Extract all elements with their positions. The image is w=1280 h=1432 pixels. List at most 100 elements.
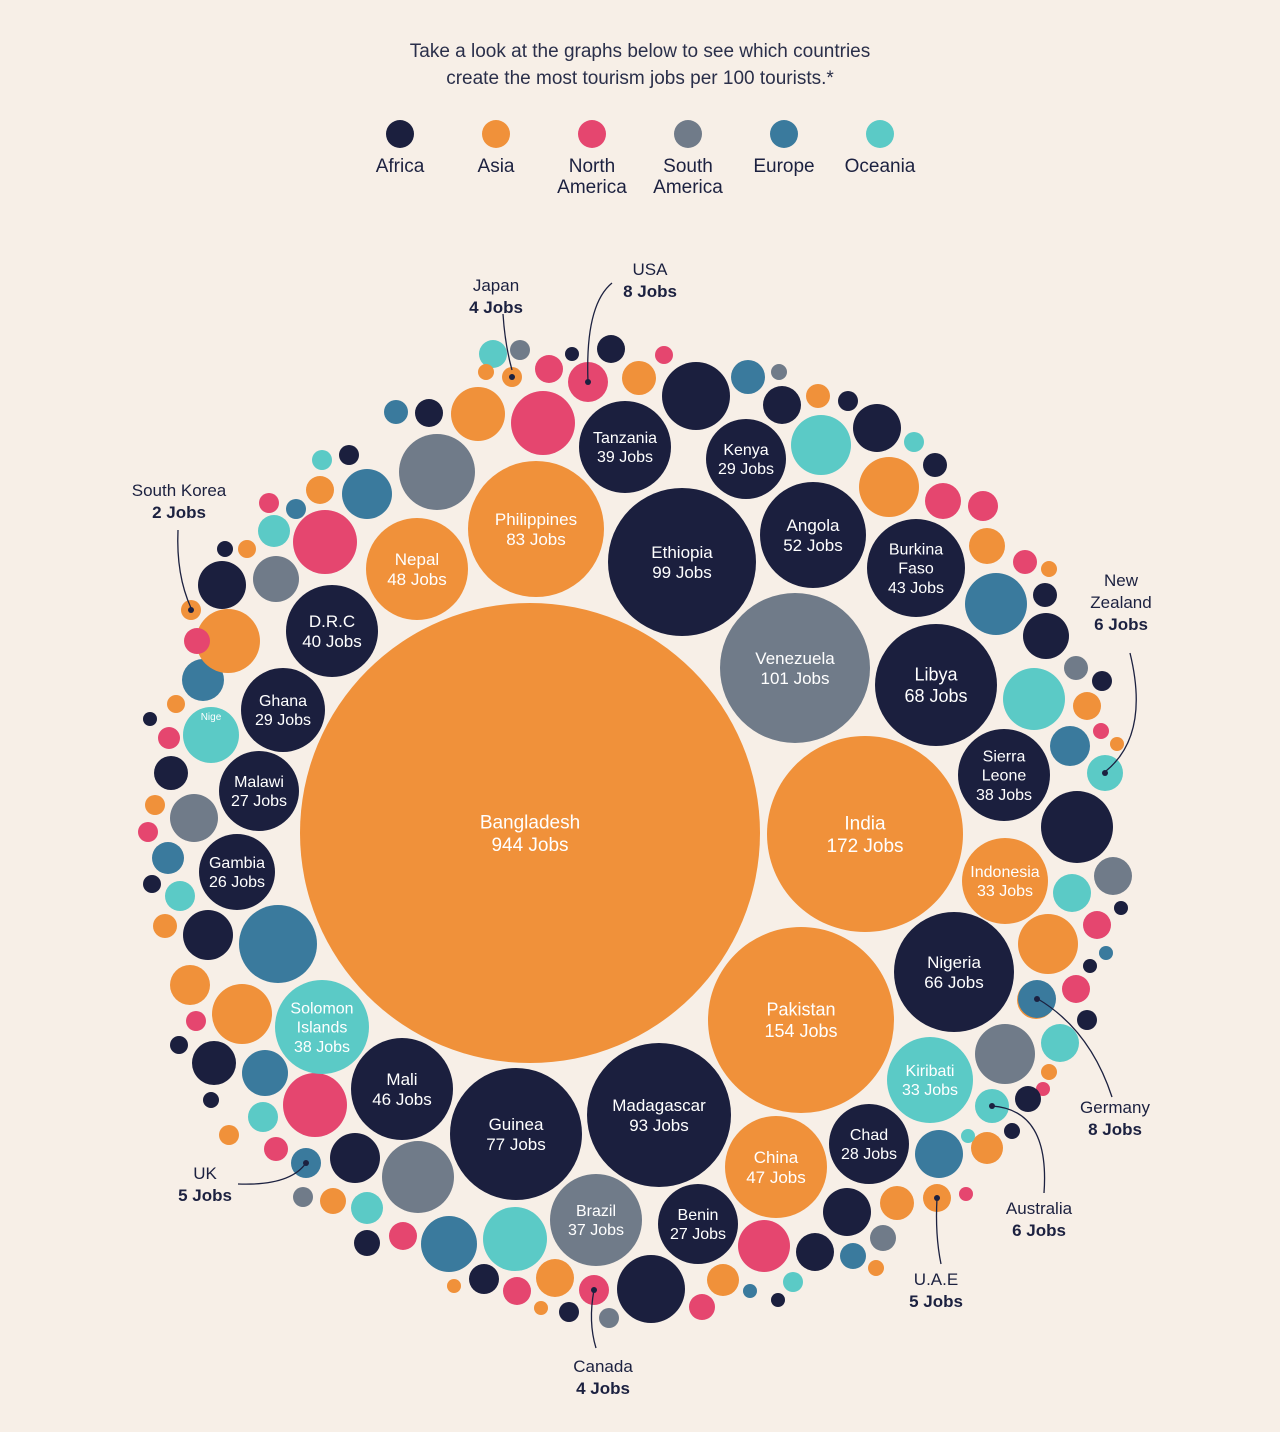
bubble-unlabeled-oceania <box>791 415 851 475</box>
bubble-jobs-pakistan: 154 Jobs <box>764 1021 837 1041</box>
callout-jobs-japan: 4 Jobs <box>469 298 523 317</box>
callout-jobs-u-a-e: 5 Jobs <box>909 1292 963 1311</box>
bubble-country-india: India <box>844 813 886 834</box>
bubble-unlabeled-europe <box>743 1284 757 1298</box>
callout-country-germany: Germany <box>1080 1098 1150 1117</box>
bubble-unlabeled-africa <box>1114 901 1128 915</box>
bubble-unlabeled-north-america <box>1013 550 1037 574</box>
bubble-jobs-solomon-islands: 38 Jobs <box>294 1039 350 1056</box>
bubble-unlabeled-north-america <box>158 727 180 749</box>
leader-line-australia <box>991 1105 1046 1194</box>
bubble-country-chad: Chad <box>850 1127 888 1144</box>
bubble-country-venezuela: Venezuela <box>755 649 835 668</box>
bubble-unlabeled-asia <box>478 364 494 380</box>
callout-country-u-a-e: U.A.E <box>914 1270 958 1289</box>
bubble-unlabeled-africa <box>154 756 188 790</box>
bubble-unlabeled-africa <box>853 404 901 452</box>
bubble-unlabeled-north-america <box>283 1073 347 1137</box>
bubble-unlabeled-europe <box>731 360 765 394</box>
bubble-unlabeled-europe <box>384 400 408 424</box>
bubble-unlabeled-oceania <box>1003 668 1065 730</box>
callout-jobs-germany: 8 Jobs <box>1088 1120 1142 1139</box>
bubble-pakistan <box>708 927 894 1113</box>
bubble-unlabeled-north-america <box>1093 723 1109 739</box>
bubble-unlabeled-africa <box>1083 959 1097 973</box>
bubble-country-sierra-leone: Leone <box>982 768 1027 785</box>
callout-country-usa: USA <box>633 260 669 279</box>
bubble-jobs-burkina-faso: 43 Jobs <box>888 580 944 597</box>
bubble-unlabeled-africa <box>597 335 625 363</box>
bubble-jobs-malawi: 27 Jobs <box>231 793 287 810</box>
bubble-unlabeled-europe <box>152 842 184 874</box>
leader-line-germany <box>1037 998 1113 1098</box>
bubble-unlabeled-south-america <box>975 1024 1035 1084</box>
bubble-label-solomon-islands: Solomon Islands 38 Jobs <box>290 1000 353 1055</box>
bubble-unlabeled-asia <box>536 1259 574 1297</box>
bubble-country-sierra-leone: Sierra <box>983 748 1026 765</box>
bubble-country-angola: Angola <box>787 516 840 535</box>
legend-item-europe: Europe <box>740 120 828 198</box>
bubble-label-mali: Mali 46 Jobs <box>372 1070 432 1109</box>
bubble-jobs-guinea: 77 Jobs <box>486 1135 546 1154</box>
legend-label-africa: Africa <box>375 156 425 177</box>
bubble-brazil <box>550 1174 642 1266</box>
bubble-unlabeled-europe <box>421 1216 477 1272</box>
bubble-unlabeled-asia <box>1018 914 1078 974</box>
bubble-jobs-sierra-leone: 38 Jobs <box>976 787 1032 804</box>
bubble-unlabeled-asia <box>1073 692 1101 720</box>
bubble-label-china: China 47 Jobs <box>746 1148 806 1187</box>
bubble-unlabeled-africa <box>923 453 947 477</box>
bubble-country-bangladesh: Bangladesh <box>480 812 580 833</box>
bubble-jobs-mali: 46 Jobs <box>372 1090 432 1109</box>
bubble-unlabeled-oceania <box>312 450 332 470</box>
bubble-unlabeled-africa <box>1004 1123 1020 1139</box>
bubble-unlabeled-africa <box>203 1092 219 1108</box>
bubble-unlabeled-north-america <box>186 1011 206 1031</box>
bubble-unlabeled-asia <box>880 1186 914 1220</box>
bubble-unlabeled-south-america <box>771 364 787 380</box>
leader-dot-new-zealand <box>1102 770 1108 776</box>
leader-line-canada <box>590 1289 597 1349</box>
bubble-unlabeled-north-america <box>1062 975 1090 1003</box>
bubble-unlabeled-north-america <box>259 493 279 513</box>
legend-item-africa: Africa <box>356 120 444 198</box>
callout-label-south-korea: South Korea 2 Jobs <box>132 481 227 522</box>
bubble-kenya <box>706 419 786 499</box>
bubble-unlabeled-south-america <box>599 1308 619 1328</box>
bubble-jobs-nigeria: 66 Jobs <box>924 973 984 992</box>
legend-item-north-america: North America <box>548 120 636 198</box>
bubble-angola <box>760 482 866 588</box>
bubble-country-philippines: Philippines <box>495 510 577 529</box>
bubble-unlabeled-africa <box>617 1255 685 1323</box>
leader-dot-japan <box>509 374 515 380</box>
leader-line-usa <box>587 282 613 383</box>
bubble-unlabeled-africa <box>662 362 730 430</box>
bubble-jobs-benin: 27 Jobs <box>670 1226 726 1243</box>
leader-line-uk <box>237 1162 307 1185</box>
bubble-country-gambia: Gambia <box>209 855 265 872</box>
bubble-unlabeled-asia <box>1041 1064 1057 1080</box>
callout-label-australia: Australia 6 Jobs <box>1006 1199 1073 1240</box>
bubble-china <box>725 1116 827 1218</box>
bubble-jobs-venezuela: 101 Jobs <box>761 669 830 688</box>
leader-line-new-zealand <box>1105 652 1137 772</box>
bubble-jobs-bangladesh: 944 Jobs <box>491 835 568 856</box>
bubble-label-kenya: Kenya 29 Jobs <box>718 442 774 478</box>
bubble-jobs-china: 47 Jobs <box>746 1168 806 1187</box>
bubble-unlabeled-south-america <box>253 556 299 602</box>
bubble-label-nigeria: Nigeria 66 Jobs <box>924 953 984 992</box>
bubble-country-china: China <box>754 1148 799 1167</box>
bubble-label-malawi: Malawi 27 Jobs <box>231 774 287 810</box>
bubble-unlabeled-asia <box>219 1125 239 1145</box>
bubble-country-tanzania: Tanzania <box>593 430 657 447</box>
bubble-unlabeled-north-america <box>389 1222 417 1250</box>
bubble-unlabeled-oceania <box>483 1207 547 1271</box>
callout-label-canada: Canada 4 Jobs <box>573 1357 633 1398</box>
bubble-malawi <box>219 751 299 831</box>
bubble-venezuela <box>720 593 870 743</box>
bubble-unlabeled-africa <box>469 1264 499 1294</box>
bubble-unlabeled-asia <box>971 1132 1003 1164</box>
bubble-country-kenya: Kenya <box>723 442 768 459</box>
bubble-unlabeled-south-america <box>870 1225 896 1251</box>
leader-line-u-a-e <box>935 1197 942 1265</box>
